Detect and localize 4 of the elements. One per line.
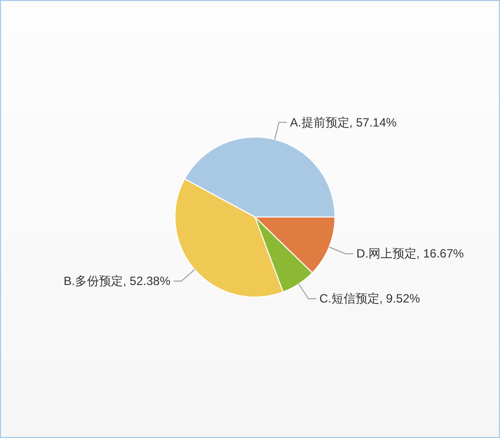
slice-label: C.短信预定, 9.52% — [319, 292, 420, 306]
slice-label: D.网上预定, 16.67% — [356, 246, 464, 261]
slice-label: B.多份预定, 52.38% — [64, 274, 171, 288]
slice-label: A.提前预定, 57.14% — [290, 115, 397, 130]
